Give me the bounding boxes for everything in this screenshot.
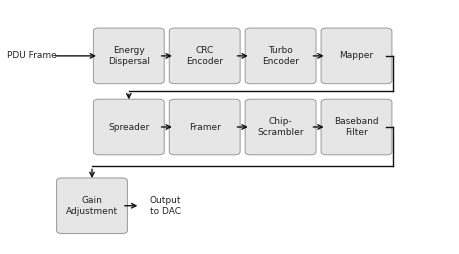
Text: Baseband
Filter: Baseband Filter [333, 117, 378, 137]
Text: Chip-
Scrambler: Chip- Scrambler [257, 117, 303, 137]
Text: Framer: Framer [188, 122, 220, 132]
Text: Gain
Adjustment: Gain Adjustment [66, 196, 118, 216]
FancyBboxPatch shape [56, 178, 127, 234]
FancyBboxPatch shape [93, 28, 164, 84]
Text: Mapper: Mapper [339, 51, 373, 60]
Text: Turbo
Encoder: Turbo Encoder [262, 46, 298, 66]
FancyBboxPatch shape [320, 28, 391, 84]
Text: Spreader: Spreader [108, 122, 149, 132]
Text: Output
to DAC: Output to DAC [150, 196, 181, 216]
Text: CRC
Encoder: CRC Encoder [186, 46, 223, 66]
FancyBboxPatch shape [245, 28, 315, 84]
FancyBboxPatch shape [93, 99, 164, 155]
FancyBboxPatch shape [169, 28, 240, 84]
FancyBboxPatch shape [320, 99, 391, 155]
Text: Energy
Dispersal: Energy Dispersal [107, 46, 150, 66]
Text: PDU Frame: PDU Frame [7, 51, 57, 60]
FancyBboxPatch shape [169, 99, 240, 155]
FancyBboxPatch shape [245, 99, 315, 155]
